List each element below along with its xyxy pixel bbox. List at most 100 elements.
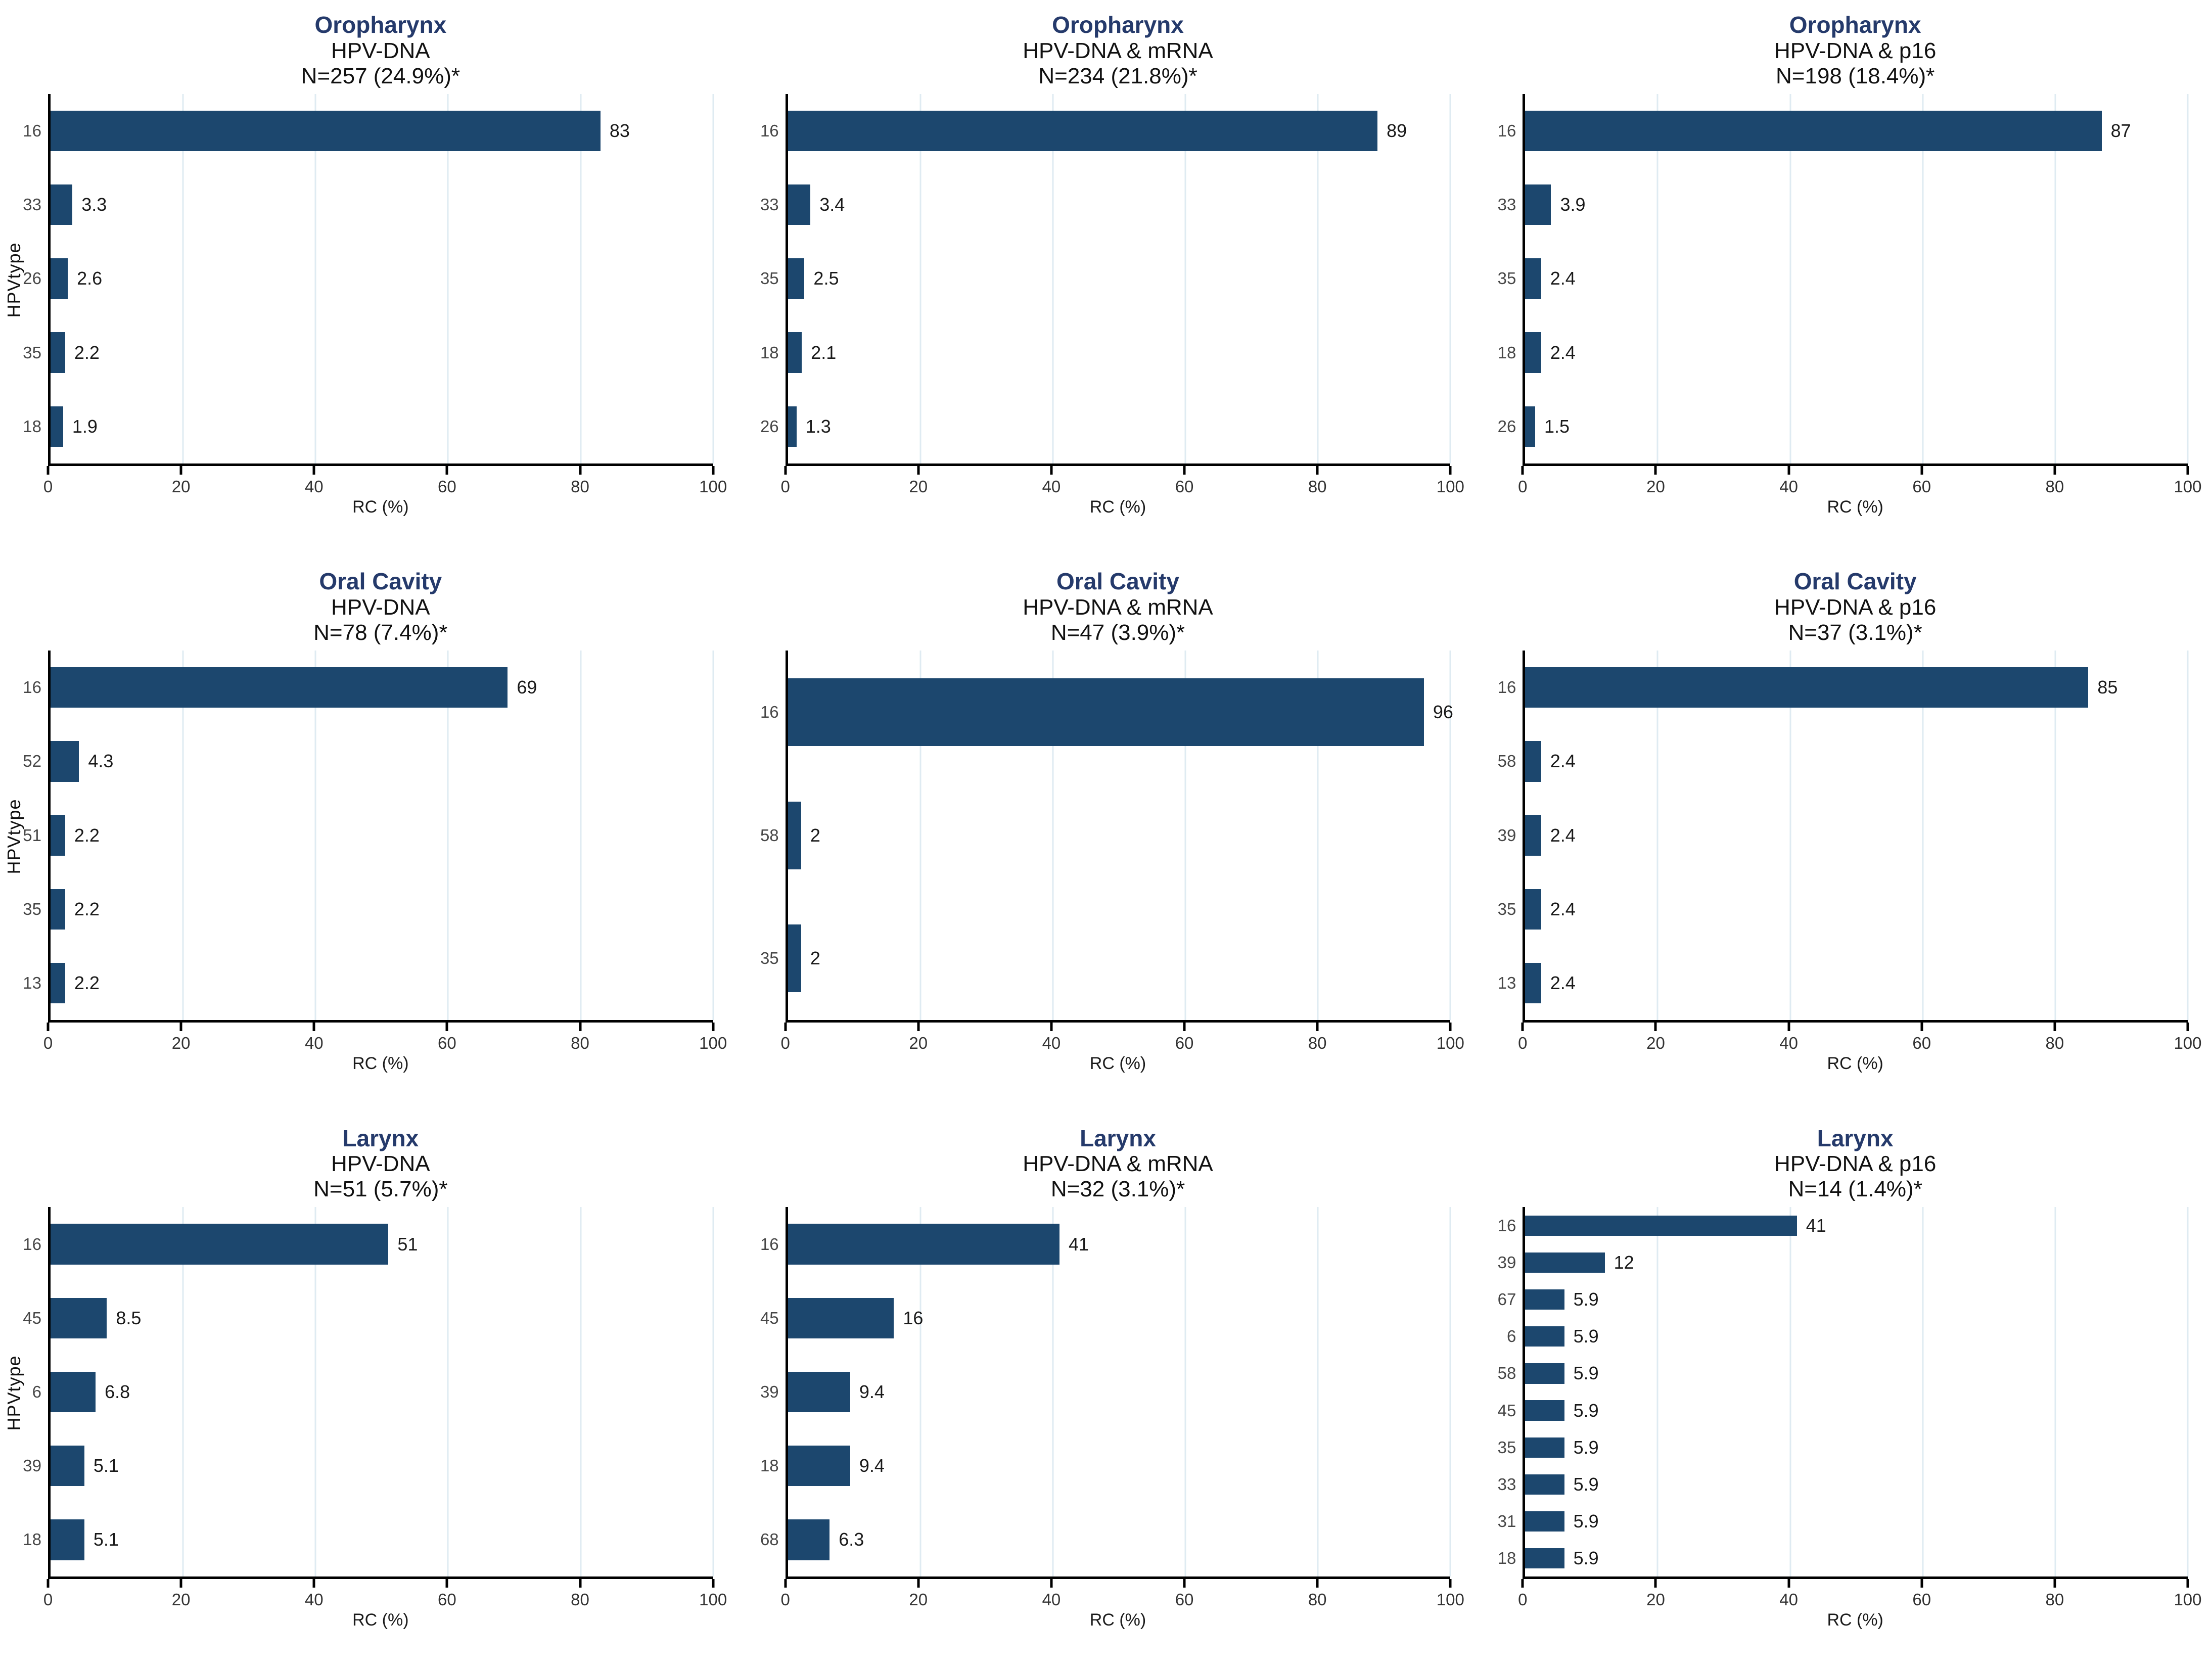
bar-value-label: 2.2	[74, 898, 100, 919]
bar-value-label: 41	[1069, 1233, 1089, 1255]
y-tick-label: 6	[32, 1382, 41, 1401]
panel-n-label: N=14 (1.4%)*	[1788, 1177, 1922, 1202]
gridline	[580, 94, 582, 463]
y-tick-label: 35	[1497, 269, 1516, 288]
x-axis-tick	[2053, 1579, 2056, 1588]
y-tick-label: 35	[760, 269, 779, 288]
y-tick-label: 31	[1497, 1511, 1516, 1530]
x-axis-tick	[784, 1023, 787, 1032]
x-axis: 0 20 40 60 80 100	[1518, 1023, 2202, 1054]
x-axis: 0 20 40 60 80 100	[780, 1023, 1464, 1054]
x-tick-label: 0	[43, 1034, 53, 1053]
x-axis-tick	[1920, 1579, 1923, 1588]
bar-row: 18 5.9	[1498, 1540, 2188, 1576]
bar-value-label: 12	[1614, 1252, 1634, 1273]
panel-n-label: N=51 (5.7%)*	[313, 1177, 448, 1202]
bar-value-label: 51	[397, 1233, 418, 1255]
panel-title-block: Oral Cavity HPV-DNA N=78 (7.4%)*	[48, 569, 713, 645]
bar	[788, 406, 797, 447]
bar-row: 51 2.2	[23, 799, 713, 872]
y-tick-label: 18	[23, 1530, 41, 1549]
panel-title-block: Oropharynx HPV-DNA & p16 N=198 (18.4%)*	[1523, 12, 2188, 89]
y-tick-label: 26	[760, 416, 779, 436]
y-tick-label: 16	[23, 121, 41, 140]
bar-value-label: 96	[1433, 701, 1453, 722]
x-tick-label: 0	[780, 477, 790, 496]
panel-title-block: Larynx HPV-DNA N=51 (5.7%)*	[48, 1125, 713, 1202]
bar-value-label: 3.9	[1560, 194, 1586, 215]
x-tick-label: 60	[1175, 1034, 1194, 1053]
bar-value-label: 5.9	[1573, 1326, 1599, 1347]
x-tick-label: 80	[571, 1590, 589, 1609]
bar-value-label: 2	[810, 948, 820, 969]
y-tick-label: 18	[1497, 1548, 1516, 1567]
x-axis: 0 20 40 60 80 100	[43, 1579, 727, 1610]
bar	[788, 258, 805, 299]
panel-method-title: HPV-DNA	[331, 594, 430, 620]
bar	[51, 258, 68, 299]
x-axis-tick	[712, 466, 715, 475]
y-tick-label: 18	[760, 1456, 779, 1475]
bar-rows: 16 69 52 4.3 51 2.2 35 2.2 13 2.2	[23, 651, 713, 1020]
x-tick-label: 0	[780, 1590, 790, 1609]
gridline	[712, 94, 714, 463]
x-tick-label: 60	[1912, 1034, 1931, 1053]
x-tick-label: 80	[1308, 477, 1327, 496]
x-axis-tick	[712, 1579, 715, 1588]
bar-row: 16 89	[760, 94, 1451, 168]
y-tick-label: 58	[1497, 1364, 1516, 1383]
x-axis-tick	[1183, 466, 1186, 475]
x-tick-label: 80	[571, 1034, 589, 1053]
y-tick-label: 26	[23, 269, 41, 288]
bar	[51, 1371, 96, 1413]
panel-title-block: Larynx HPV-DNA & p16 N=14 (1.4%)*	[1523, 1125, 2188, 1202]
bar	[788, 1297, 894, 1338]
gridline	[314, 94, 316, 463]
gridline	[1317, 94, 1319, 463]
bar	[1525, 184, 1551, 225]
bar-value-label: 9.4	[859, 1455, 885, 1476]
bar	[1525, 1252, 1605, 1273]
panel-n-label: N=234 (21.8%)*	[1038, 63, 1197, 88]
bar-value-label: 2.6	[77, 268, 103, 289]
plot-area: 16 41 45 16 39 9.4 18 9.4 68 6.3	[760, 1207, 1451, 1580]
bar	[788, 332, 802, 373]
y-tick-label: 16	[1497, 1216, 1516, 1235]
chart-panel-6: Oral Cavity HPV-DNA & p16 N=37 (3.1%)* 16 85…	[1474, 556, 2212, 1113]
y-tick-label: 16	[1497, 678, 1516, 697]
panel-site-title: Oropharynx	[1052, 12, 1184, 38]
gridline	[2054, 1207, 2056, 1577]
bar-row: 39 9.4	[760, 1355, 1451, 1429]
bar-row: 16 85	[1498, 651, 2188, 724]
bar-row: 13 2.2	[23, 946, 713, 1020]
bar	[1525, 406, 1535, 447]
bar	[1525, 815, 1541, 856]
bar-value-label: 85	[2097, 677, 2118, 698]
bar-value-label: 2.1	[811, 342, 837, 363]
x-tick-label: 40	[1779, 477, 1798, 496]
panel-n-label: N=32 (3.1%)*	[1050, 1177, 1185, 1202]
panel-site-title: Oral Cavity	[1056, 568, 1179, 595]
bar-row: 18 5.1	[23, 1503, 713, 1576]
x-tick-label: 40	[1042, 477, 1061, 496]
x-axis-tick	[579, 1579, 582, 1588]
bar-value-label: 2.4	[1550, 751, 1576, 772]
panel-method-title: HPV-DNA & p16	[1774, 38, 1937, 63]
bar-row: 33 3.4	[760, 168, 1451, 242]
x-axis-tick	[445, 1579, 448, 1588]
x-axis-tick	[1521, 1023, 1524, 1032]
y-tick-label: 18	[23, 416, 41, 436]
bar-row: 35 2.2	[23, 315, 713, 389]
y-tick-label: 16	[23, 1234, 41, 1254]
bar-row: 6 5.9	[1507, 1318, 2188, 1355]
y-tick-label: 18	[760, 343, 779, 362]
x-tick-label: 20	[909, 1590, 928, 1609]
panel-site-title: Oral Cavity	[319, 568, 442, 595]
gridline	[919, 1207, 921, 1577]
chart-panel-8: Larynx HPV-DNA & mRNA N=32 (3.1%)* 16 41 45 16…	[738, 1114, 1475, 1670]
y-tick-label: 35	[1497, 1437, 1516, 1457]
gridline	[2187, 94, 2189, 463]
plot-wrap: 16 87 33 3.9 35 2.4 18 2.4 26 1.5	[1498, 94, 2189, 466]
gridline	[1052, 94, 1054, 463]
